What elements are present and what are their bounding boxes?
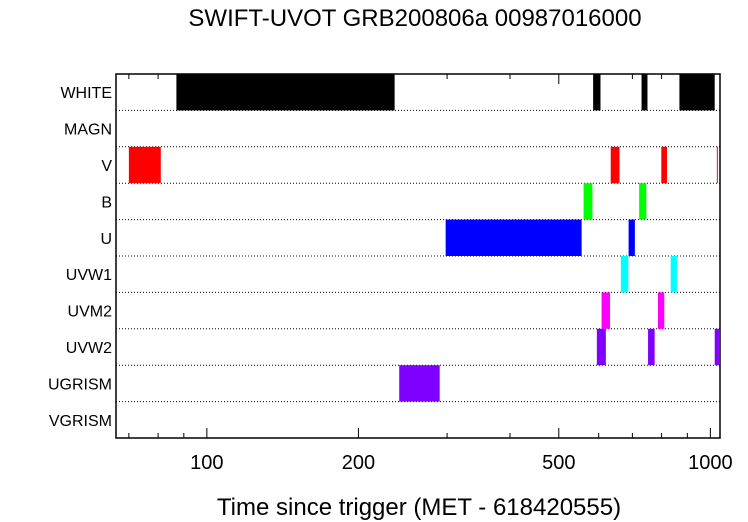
- y-tick-label: UVM2: [68, 304, 113, 321]
- chart-title: SWIFT-UVOT GRB200806a 00987016000: [188, 5, 641, 32]
- x-tick-label: 100: [190, 452, 223, 474]
- exposure-bar: [593, 74, 601, 111]
- y-tick-label: UVW1: [66, 267, 112, 284]
- exposure-bar: [679, 74, 715, 111]
- x-tick-label: 500: [542, 452, 575, 474]
- x-tick-label: 1000: [688, 452, 733, 474]
- x-tick-label: 200: [342, 452, 375, 474]
- y-tick-label: UVW2: [66, 340, 112, 357]
- exposure-bar: [620, 256, 629, 293]
- exposure-bar: [128, 146, 161, 184]
- exposure-bar: [641, 74, 648, 111]
- plot-frame: [115, 73, 721, 439]
- exposure-bar: [648, 328, 655, 366]
- x-axis-label: Time since trigger (MET - 618420555): [217, 494, 621, 521]
- exposure-bar: [445, 219, 582, 256]
- exposure-bar: [716, 146, 718, 184]
- exposure-bar: [670, 256, 677, 293]
- exposure-bar: [176, 74, 395, 111]
- plot-area: WHITE MAGN V B U UVW1 UVM2 UVW2 UGRISM VGRISM 100 2…: [48, 74, 733, 474]
- exposure-bar: [596, 328, 606, 366]
- exposure-bar: [628, 219, 635, 256]
- y-tick-label: MAGN: [64, 122, 112, 139]
- y-tick-label: WHITE: [60, 85, 112, 102]
- exposure-bar: [657, 292, 665, 329]
- y-tick-label: U: [100, 231, 112, 248]
- exposure-bar: [714, 328, 719, 366]
- y-tick-label: B: [101, 194, 112, 211]
- exposure-bar: [661, 146, 667, 184]
- exposure-bar: [601, 292, 611, 329]
- y-tick-label: UGRISM: [48, 376, 112, 393]
- exposure-bar: [639, 183, 647, 220]
- exposure-bar: [610, 146, 620, 184]
- y-tick-label: V: [101, 158, 112, 175]
- exposure-bar: [399, 365, 440, 402]
- exposure-bar: [583, 183, 593, 220]
- y-tick-label: VGRISM: [49, 413, 112, 430]
